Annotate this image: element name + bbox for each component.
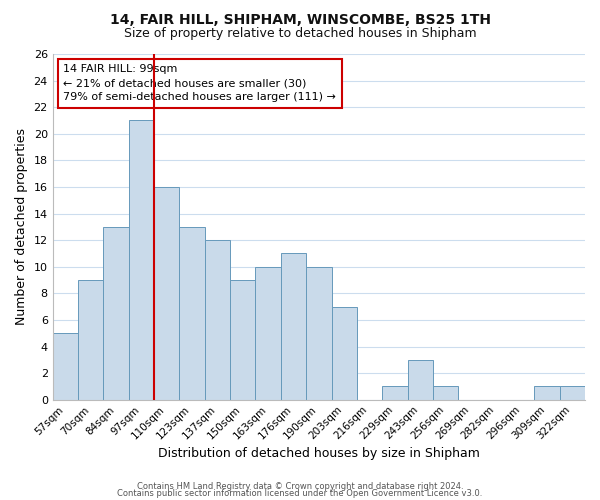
Bar [205, 240, 230, 400]
Bar [179, 227, 205, 400]
Bar [407, 360, 433, 400]
Y-axis label: Number of detached properties: Number of detached properties [15, 128, 28, 326]
X-axis label: Distribution of detached houses by size in Shipham: Distribution of detached houses by size … [158, 447, 480, 460]
Text: Contains public sector information licensed under the Open Government Licence v3: Contains public sector information licen… [118, 490, 482, 498]
Bar [256, 267, 281, 400]
Bar [78, 280, 103, 400]
Text: 14 FAIR HILL: 99sqm
← 21% of detached houses are smaller (30)
79% of semi-detach: 14 FAIR HILL: 99sqm ← 21% of detached ho… [64, 64, 336, 102]
Bar [53, 333, 78, 400]
Bar [103, 227, 129, 400]
Bar [281, 254, 306, 400]
Bar [382, 386, 407, 400]
Bar [535, 386, 560, 400]
Text: 14, FAIR HILL, SHIPHAM, WINSCOMBE, BS25 1TH: 14, FAIR HILL, SHIPHAM, WINSCOMBE, BS25 … [110, 12, 491, 26]
Bar [129, 120, 154, 400]
Bar [154, 187, 179, 400]
Text: Contains HM Land Registry data © Crown copyright and database right 2024.: Contains HM Land Registry data © Crown c… [137, 482, 463, 491]
Bar [230, 280, 256, 400]
Bar [433, 386, 458, 400]
Bar [306, 267, 332, 400]
Bar [332, 306, 357, 400]
Bar [560, 386, 585, 400]
Text: Size of property relative to detached houses in Shipham: Size of property relative to detached ho… [124, 28, 476, 40]
